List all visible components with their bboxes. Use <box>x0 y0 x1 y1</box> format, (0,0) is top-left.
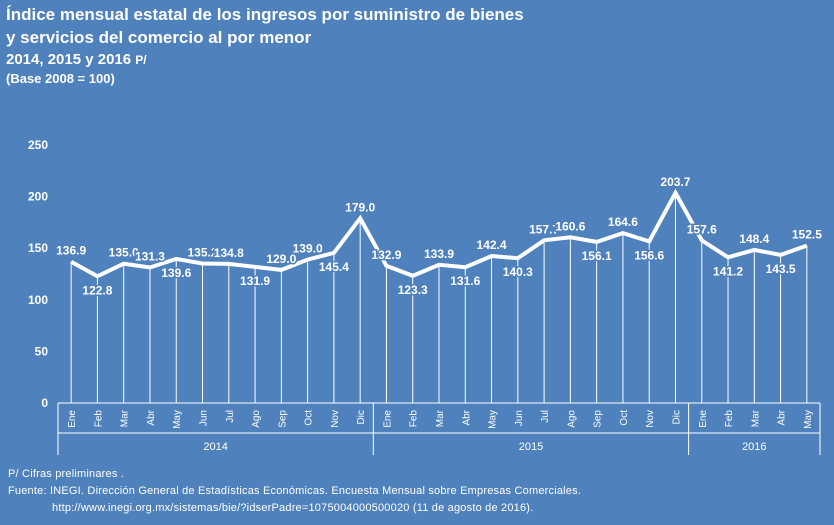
source-url: http://www.inegi.org.mx/sistemas/bie/?id… <box>52 502 534 514</box>
month-tick-label: Dic <box>671 410 682 424</box>
month-tick-label: Ago <box>566 410 577 428</box>
month-tick-label: Sep <box>593 410 604 428</box>
title-base: (Base 2008 = 100) <box>6 71 115 86</box>
month-tick-label: Mar <box>750 409 761 427</box>
data-label: 152.5 <box>792 228 822 242</box>
series-line <box>70 188 808 279</box>
month-tick-label: May <box>172 410 183 429</box>
month-tick-label: Jul <box>225 410 236 423</box>
data-label: 160.6 <box>555 219 585 233</box>
month-tick-label: Abr <box>777 409 788 425</box>
data-label: 142.4 <box>477 238 507 252</box>
data-label: 157.7 <box>529 222 559 236</box>
prelim-note: P/ Cifras preliminares . <box>8 468 125 480</box>
month-tick-label: Mar <box>435 409 446 427</box>
month-tick-label: Ago <box>251 410 262 428</box>
y-tick-label: 250 <box>28 138 48 152</box>
data-label: 135.0 <box>109 246 139 260</box>
source-note: Fuente: INEGI. Dirección General de Esta… <box>8 485 582 497</box>
data-label: 179.0 <box>345 200 375 214</box>
month-tick-label: Ene <box>67 410 78 428</box>
month-tick-label: Jul <box>540 410 551 423</box>
month-tick-label: Jun <box>514 410 525 426</box>
data-label: 131.3 <box>135 249 165 263</box>
year-label: 2016 <box>742 441 766 453</box>
data-label: 156.1 <box>582 249 612 263</box>
month-tick-label: Oct <box>304 410 315 426</box>
data-label: 123.3 <box>398 283 428 297</box>
month-tick-label: Sep <box>277 410 288 428</box>
month-tick-label: Ene <box>382 410 393 428</box>
data-label: 140.3 <box>503 265 533 279</box>
title-line-2: y servicios del comercio al por menor <box>6 28 312 47</box>
data-label: 131.9 <box>240 274 270 288</box>
month-tick-label: Dic <box>356 410 367 424</box>
month-tick-label: May <box>803 410 814 429</box>
month-tick-label: Ene <box>698 410 709 428</box>
data-label: 135.2 <box>188 245 218 259</box>
y-tick-label: 0 <box>41 396 48 410</box>
data-label: 139.6 <box>161 266 191 280</box>
month-tick-label: May <box>488 410 499 429</box>
data-label: 132.9 <box>371 248 401 262</box>
data-label: 203.7 <box>660 175 690 189</box>
month-tick-label: Abr <box>146 409 157 425</box>
data-label: 136.9 <box>56 244 86 258</box>
data-label: 129.0 <box>266 252 296 266</box>
y-tick-label: 50 <box>35 344 49 358</box>
data-label: 139.0 <box>293 242 323 256</box>
footnotes: P/ Cifras preliminares . Fuente: INEGI. … <box>8 466 581 517</box>
data-label: 134.8 <box>214 246 244 260</box>
title-line-1: Índice mensual estatal de los ingresos p… <box>6 5 524 24</box>
month-tick-label: Oct <box>619 410 630 426</box>
year-label: 2015 <box>519 441 543 453</box>
month-tick-label: Jun <box>199 410 210 426</box>
month-tick-label: Abr <box>461 409 472 425</box>
data-label: 148.4 <box>739 232 769 246</box>
month-tick-label: Nov <box>330 410 341 428</box>
data-label: 164.6 <box>608 215 638 229</box>
month-tick-label: Feb <box>724 410 735 428</box>
data-label: 122.8 <box>82 283 112 297</box>
title-years: 2014, 2015 y 2016 P/ <box>6 49 524 71</box>
title-years-text: 2014, 2015 y 2016 <box>6 51 132 68</box>
data-label: 145.4 <box>319 260 349 274</box>
y-tick-label: 200 <box>28 190 48 204</box>
data-label: 157.6 <box>687 222 717 236</box>
y-tick-label: 150 <box>28 241 48 255</box>
data-label: 141.2 <box>713 264 743 278</box>
data-label: 133.9 <box>424 247 454 261</box>
data-label: 131.6 <box>450 274 480 288</box>
data-label: 143.5 <box>766 262 796 276</box>
year-label: 2014 <box>203 441 227 453</box>
month-tick-label: Nov <box>645 410 656 428</box>
month-tick-label: Mar <box>120 409 131 427</box>
chart-title: Índice mensual estatal de los ingresos p… <box>6 3 524 86</box>
title-prelim-mark: P/ <box>135 53 147 67</box>
y-tick-label: 100 <box>28 293 48 307</box>
month-tick-label: Feb <box>409 410 420 428</box>
data-label: 156.6 <box>634 248 664 262</box>
month-tick-label: Feb <box>93 410 104 428</box>
